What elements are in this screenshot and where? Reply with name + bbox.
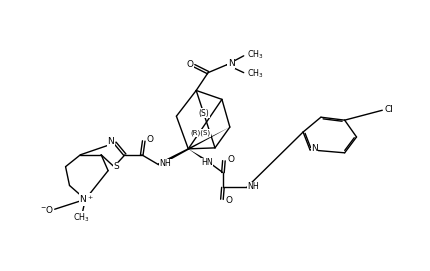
Text: CH$_3$: CH$_3$ [73,212,89,224]
Text: CH$_3$: CH$_3$ [246,67,263,80]
Text: O: O [227,155,234,164]
Text: S: S [113,162,119,171]
Text: N$^+$: N$^+$ [79,193,93,205]
Text: (S): (S) [198,109,209,118]
Polygon shape [188,149,208,163]
Text: O: O [186,60,193,69]
Text: HN: HN [201,158,212,167]
Polygon shape [157,127,229,166]
Text: O: O [225,196,232,205]
Text: N: N [227,59,234,68]
Text: (R)(S): (R)(S) [190,130,210,136]
Text: N: N [310,144,317,153]
Text: Cl: Cl [384,105,392,114]
Text: NH: NH [247,182,259,191]
Text: $^{-}$O: $^{-}$O [40,204,54,215]
Text: NH: NH [159,159,171,168]
Text: O: O [146,136,154,144]
Text: CH$_3$: CH$_3$ [246,49,263,61]
Text: N: N [107,137,114,146]
